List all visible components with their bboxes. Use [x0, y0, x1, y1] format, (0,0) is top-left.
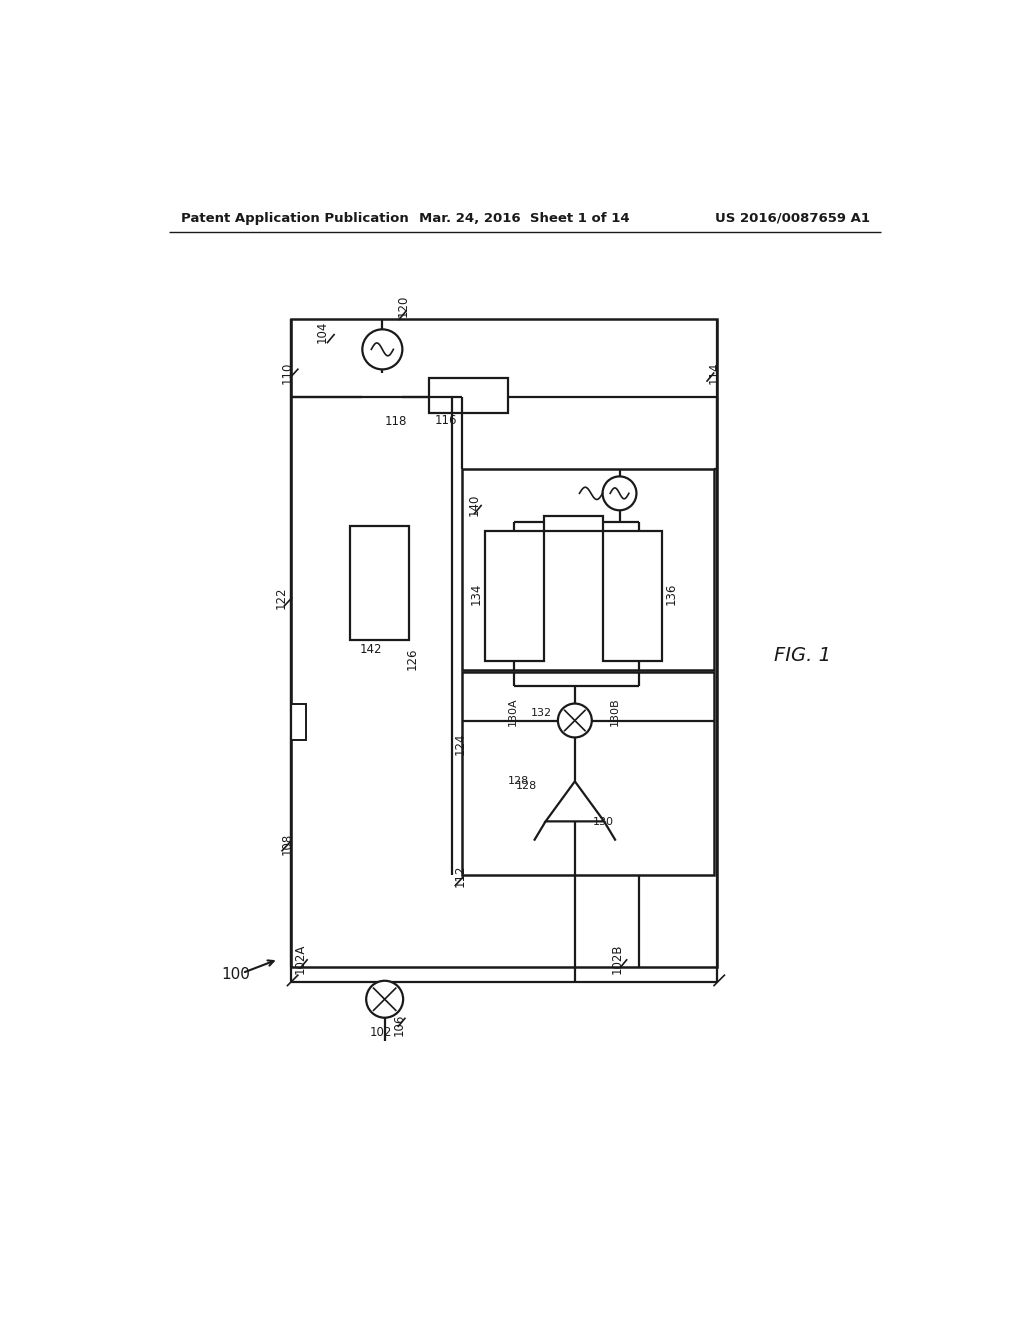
Text: 134: 134 — [469, 582, 482, 605]
Text: 130B: 130B — [609, 697, 620, 726]
Text: 110: 110 — [281, 362, 294, 384]
Text: 130A: 130A — [508, 697, 518, 726]
Text: 104: 104 — [315, 321, 329, 343]
Circle shape — [602, 477, 637, 511]
Text: 142: 142 — [360, 643, 383, 656]
Text: Patent Application Publication: Patent Application Publication — [180, 213, 409, 224]
Text: 132: 132 — [531, 708, 552, 718]
Text: 100: 100 — [221, 968, 250, 982]
Text: 106: 106 — [392, 1014, 406, 1036]
Bar — [294, 461, 416, 882]
Circle shape — [367, 981, 403, 1018]
Text: Mar. 24, 2016  Sheet 1 of 14: Mar. 24, 2016 Sheet 1 of 14 — [420, 213, 630, 224]
Text: 102: 102 — [370, 1026, 391, 1039]
Text: 128: 128 — [515, 781, 537, 791]
Text: 118: 118 — [385, 416, 407, 428]
Text: 128: 128 — [508, 776, 529, 785]
Circle shape — [558, 704, 592, 738]
Text: 124: 124 — [454, 733, 467, 755]
Text: 136: 136 — [665, 582, 678, 605]
Bar — [416, 461, 717, 882]
Polygon shape — [546, 781, 604, 821]
Bar — [429, 378, 508, 412]
Bar — [544, 516, 603, 531]
Bar — [291, 704, 306, 739]
Text: 102B: 102B — [611, 944, 624, 974]
Text: 120: 120 — [396, 296, 410, 317]
Text: 112: 112 — [454, 865, 467, 887]
Text: 102A: 102A — [294, 944, 307, 974]
Text: 114: 114 — [708, 362, 720, 384]
Bar — [462, 672, 714, 875]
Text: 126: 126 — [406, 648, 419, 671]
Circle shape — [362, 330, 402, 370]
Bar — [462, 469, 714, 671]
Bar — [350, 527, 410, 640]
Bar — [291, 318, 717, 966]
Bar — [484, 531, 544, 661]
Text: FIG. 1: FIG. 1 — [773, 645, 830, 664]
Text: 130: 130 — [593, 817, 613, 828]
Text: 140: 140 — [468, 494, 481, 516]
Text: US 2016/0087659 A1: US 2016/0087659 A1 — [715, 213, 869, 224]
Text: 116: 116 — [435, 413, 457, 426]
Text: 122: 122 — [274, 586, 288, 609]
Bar — [603, 531, 662, 661]
Text: 108: 108 — [281, 833, 294, 855]
